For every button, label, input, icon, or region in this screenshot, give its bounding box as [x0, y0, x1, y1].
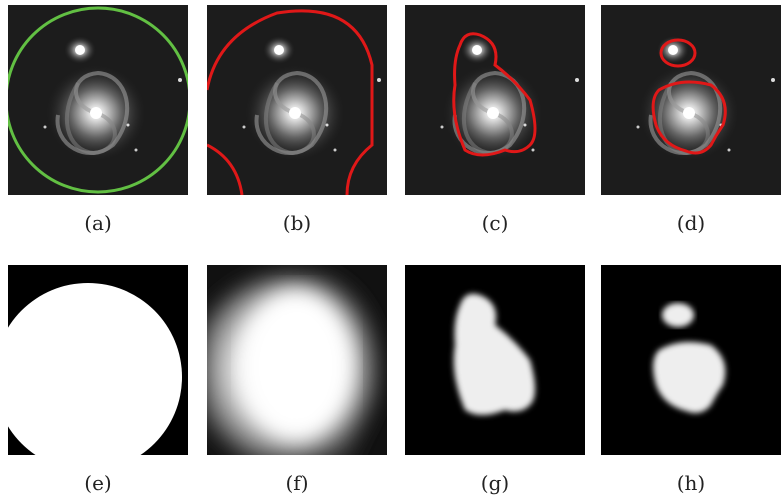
caption: (c)	[482, 211, 509, 235]
caption: (f)	[285, 471, 308, 495]
caption: (d)	[677, 211, 705, 235]
page: (a) (b) (c) (d) (e) (f) (g) (h) (() => {…	[0, 0, 783, 503]
caption: (e)	[84, 471, 111, 495]
panel-g	[405, 265, 585, 455]
caption: (h)	[677, 471, 706, 495]
panel-b	[207, 5, 387, 195]
panel-d	[601, 5, 781, 195]
caption: (g)	[481, 471, 509, 495]
caption: (b)	[283, 211, 311, 235]
caption: (a)	[84, 211, 112, 235]
panel-h	[601, 265, 781, 455]
panel-a	[6, 5, 190, 195]
panel-c	[405, 5, 585, 195]
panel-e	[0, 265, 188, 471]
figure: (a) (b) (c) (d) (e) (f) (g) (h)	[0, 0, 783, 503]
panel-f	[197, 265, 387, 465]
